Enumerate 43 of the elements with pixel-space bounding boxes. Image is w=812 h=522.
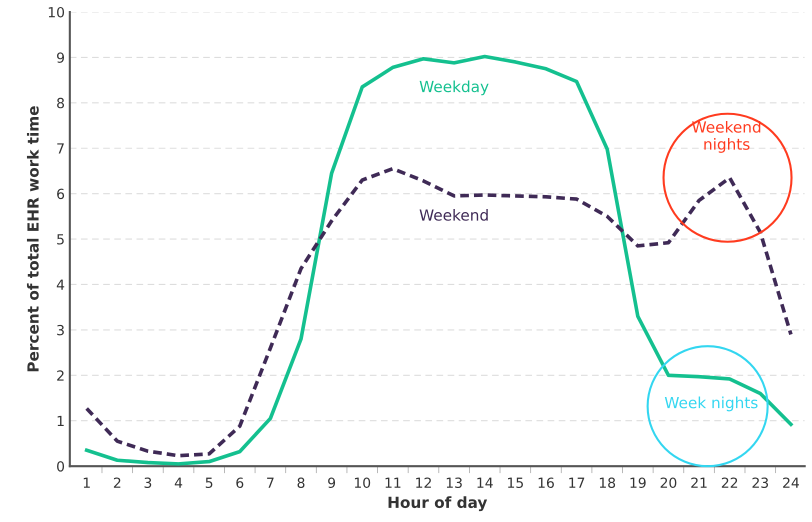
y-tick-label: 10 <box>48 6 64 18</box>
x-tick-label: 23 <box>752 478 768 488</box>
x-tick-label: 3 <box>144 478 152 488</box>
x-tick-label: 14 <box>477 478 493 488</box>
x-tick-label: 5 <box>206 478 212 488</box>
y-tick-label: 0 <box>57 461 64 472</box>
x-tick-label: 11 <box>386 478 400 488</box>
x-tick-label: 12 <box>416 478 431 488</box>
y-tick-label: 8 <box>57 98 64 108</box>
x-tick-label: 24 <box>783 478 799 488</box>
x-tick-label: 7 <box>267 478 274 488</box>
y-tick-label: 7 <box>57 143 64 154</box>
annotation: Week nights <box>664 396 758 412</box>
x-tick-label: 10 <box>354 478 370 488</box>
x-tick-label: 16 <box>538 478 554 488</box>
x-tick-label: 6 <box>236 478 244 488</box>
y-tick-label: 3 <box>57 324 64 336</box>
x-axis-title: Hour of day <box>388 496 488 512</box>
x-tick-label: 1 <box>84 478 90 488</box>
x-tick-label: 4 <box>174 478 182 488</box>
x-tick-label: 15 <box>508 478 523 488</box>
x-tick-label: 22 <box>722 478 738 488</box>
y-tick-label: 4 <box>56 280 64 290</box>
x-tick-label: 13 <box>446 478 462 488</box>
y-tick-label: 1 <box>58 416 64 426</box>
x-tick-label: 8 <box>298 478 304 488</box>
annotation: Weekend nights <box>692 120 760 153</box>
y-axis-title: Percent of total EHR work time <box>26 106 39 372</box>
y-tick-label: 2 <box>57 370 64 381</box>
series-label: Weekend <box>420 208 488 221</box>
y-tick-label: 5 <box>57 234 64 245</box>
x-tick-label: 21 <box>691 478 707 488</box>
line-series <box>84 166 793 458</box>
x-tick-label: 19 <box>630 478 646 488</box>
x-tick-label: 18 <box>600 478 616 488</box>
y-tick-label: 6 <box>57 188 64 200</box>
y-tick-label: 9 <box>57 52 64 63</box>
x-tick-label: 20 <box>660 478 676 488</box>
line-series <box>84 54 793 466</box>
x-tick-label: 2 <box>114 478 120 488</box>
x-tick-label: 9 <box>328 478 336 488</box>
x-tick-label: 17 <box>569 478 584 488</box>
series-label: Weekday <box>420 80 489 96</box>
